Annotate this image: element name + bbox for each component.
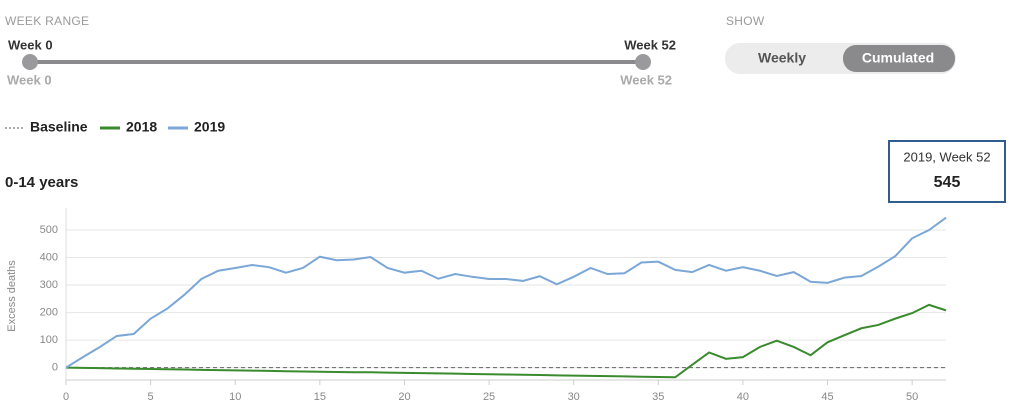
- legend-label: 2018: [126, 119, 157, 135]
- y-tick-label: 100: [40, 334, 58, 346]
- y-tick-label: 0: [52, 362, 58, 374]
- x-tick-label: 15: [314, 391, 326, 403]
- toggle-option[interactable]: Weekly: [758, 50, 806, 66]
- x-tick-label: 40: [737, 391, 749, 403]
- range-from: Week 0: [8, 37, 53, 52]
- series-line: [65, 303, 947, 379]
- y-tick-label: 200: [40, 306, 58, 318]
- y-tick-label: 400: [40, 251, 58, 263]
- tooltip-value: 545: [934, 174, 961, 191]
- y-tick-label: 300: [40, 279, 58, 291]
- x-tick-label: 10: [229, 391, 241, 403]
- toggle-group: Weekly Cumulated: [758, 45, 955, 72]
- tooltip-label: 2019, Week 52: [903, 149, 990, 164]
- x-tick-label: 50: [906, 391, 918, 403]
- x-tick-label: 30: [568, 391, 580, 403]
- y-axis-label: Excess deaths: [6, 260, 18, 332]
- plot: 0 100 200 300 400 500 0 5 10 15 20 25 30 35 40 45 50: [40, 208, 947, 403]
- x-tick-label: 0: [63, 391, 69, 403]
- range-from-value: Week 0: [7, 72, 52, 87]
- series-line: [65, 216, 947, 369]
- x-tick-label: 45: [821, 391, 833, 403]
- chart-title: 0-14 years: [5, 174, 78, 191]
- legend-baseline: Baseline: [30, 119, 88, 135]
- legend: 2018 2019: [100, 119, 225, 135]
- range-handle-end[interactable]: [635, 54, 651, 70]
- show-label: SHOW: [726, 14, 765, 28]
- x-tick-label: 25: [483, 391, 495, 403]
- toggle-selected: [843, 45, 955, 72]
- x-tick-label: 35: [652, 391, 664, 403]
- x-tick-label: 5: [148, 391, 154, 403]
- range-to-value: Week 52: [620, 72, 672, 87]
- toggle-option[interactable]: Cumulated: [862, 50, 934, 66]
- y-tick-label: 500: [40, 224, 58, 236]
- range-handle-start[interactable]: [22, 54, 38, 70]
- x-tick-label: 20: [398, 391, 410, 403]
- week-range-label: WEEK RANGE: [5, 14, 89, 28]
- range-to: Week 52: [624, 37, 676, 52]
- tooltip: [888, 140, 1006, 203]
- legend-label: 2019: [194, 119, 225, 135]
